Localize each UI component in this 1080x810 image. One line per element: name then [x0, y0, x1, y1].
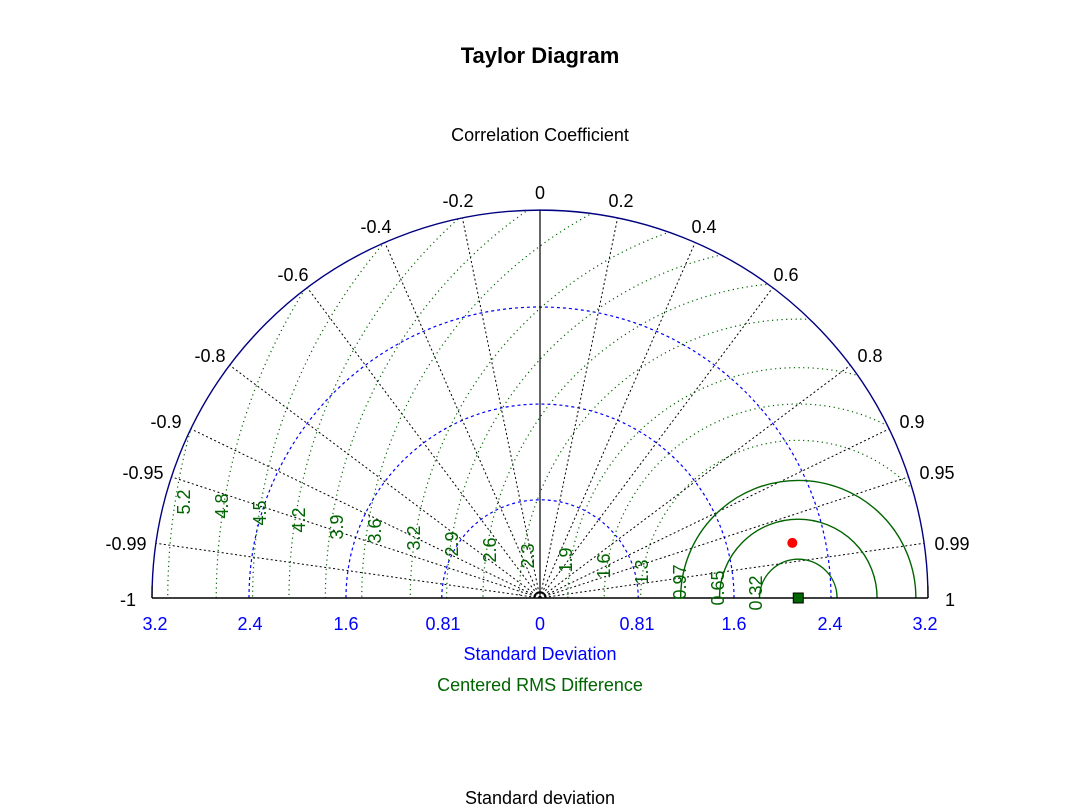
rms-contours	[167, 210, 928, 598]
correlation-tick-label: -0.8	[194, 346, 225, 366]
rms-contour-label: 2.6	[480, 537, 500, 562]
rms-contour-label: 1.6	[594, 553, 614, 578]
rms-contour-label: 0.65	[708, 570, 728, 605]
rms-contour-label: 3.2	[404, 525, 424, 550]
correlation-spoke	[539, 242, 696, 599]
correlation-tick-label: 0	[535, 183, 545, 203]
rms-contour-label: 0.32	[746, 575, 766, 610]
correlation-tick-label: -0.99	[105, 534, 146, 554]
correlation-spoke	[539, 217, 619, 599]
rms-contour-label: 4.2	[289, 507, 309, 532]
rms-contour-label: 0.97	[670, 564, 690, 599]
rms-contour-label: 1.3	[632, 559, 652, 584]
correlation-spoke	[155, 542, 541, 599]
labels: -1 -0.99 -0.95 -0.9 -0.8 -0.6 -0.4 -0.2 0 0.2 0.4 0…	[105, 183, 969, 634]
std-tick-label: 3.2	[142, 614, 167, 634]
rms-contour	[758, 558, 838, 598]
rms-contour-label: 2.3	[518, 543, 538, 568]
std-tick-label: 0.81	[425, 614, 460, 634]
std-tick-label: 0	[535, 614, 545, 634]
correlation-tick-label: -1	[120, 590, 136, 610]
correlation-spoke	[539, 476, 909, 599]
correlation-tick-label: -0.4	[360, 217, 391, 237]
rms-contour-label: 3.9	[327, 514, 347, 539]
correlation-tick-label: 0.6	[773, 265, 798, 285]
std-tick-label: 1.6	[333, 614, 358, 634]
rms-contour-label: 5.2	[174, 489, 194, 514]
rms-contour-label: 1.9	[556, 547, 576, 572]
std-tick-label: 0.81	[619, 614, 654, 634]
rms-contour-label: 3.6	[365, 518, 385, 543]
std-tick-label: 2.4	[237, 614, 262, 634]
correlation-tick-label: 0.99	[934, 534, 969, 554]
correlation-tick-label: 0.9	[899, 412, 924, 432]
rms-contour-label: 4.8	[212, 493, 232, 518]
origin-mark	[533, 591, 547, 599]
correlation-spoke	[539, 287, 774, 599]
outer-arc	[151, 209, 929, 599]
chart-title: Taylor Diagram	[461, 43, 620, 68]
rms-contour-label: 4.5	[250, 500, 270, 525]
bottom-caption: Standard deviation	[465, 788, 615, 808]
rms-contour	[567, 367, 928, 598]
rms-contour	[361, 210, 928, 598]
std-axis-title: Standard Deviation	[463, 644, 616, 664]
rms-contour	[288, 210, 928, 598]
rms-contour	[718, 518, 878, 598]
std-tick-label: 3.2	[912, 614, 937, 634]
rms-contour	[215, 210, 928, 598]
correlation-tick-label: 0.8	[857, 346, 882, 366]
correlation-tick-label: -0.95	[122, 463, 163, 483]
correlation-tick-label: -0.6	[277, 265, 308, 285]
grid-layer	[155, 210, 925, 599]
rms-contour	[252, 210, 928, 598]
rms-axis-title: Centered RMS Difference	[437, 675, 643, 695]
correlation-tick-label: 1	[945, 590, 955, 610]
correlation-tick-label: -0.9	[150, 412, 181, 432]
correlation-tick-label: 0.95	[919, 463, 954, 483]
model-point-marker	[787, 537, 798, 548]
correlation-tick-label: 0.2	[608, 191, 633, 211]
correlation-axis-title: Correlation Coefficient	[451, 125, 629, 145]
correlation-spoke	[384, 242, 541, 599]
correlation-spoke	[229, 364, 541, 599]
std-tick-label: 1.6	[721, 614, 746, 634]
correlation-tick-label: -0.2	[442, 191, 473, 211]
rms-contour	[482, 282, 928, 598]
correlation-spoke	[539, 364, 851, 599]
data-markers	[787, 537, 804, 604]
rms-contour	[446, 245, 928, 598]
rms-contour	[679, 479, 917, 598]
correlation-tick-label: 0.4	[691, 217, 716, 237]
correlation-spoke	[171, 476, 541, 599]
rms-contour-label: 2.9	[442, 531, 462, 556]
correlation-spoke	[539, 428, 890, 599]
reference-marker-square	[792, 592, 804, 604]
rms-contour	[409, 210, 928, 598]
correlation-spoke	[190, 428, 541, 599]
correlation-spoke	[539, 542, 925, 599]
correlation-spoke	[306, 287, 541, 599]
correlation-spoke	[461, 217, 541, 599]
std-tick-label: 2.4	[817, 614, 842, 634]
